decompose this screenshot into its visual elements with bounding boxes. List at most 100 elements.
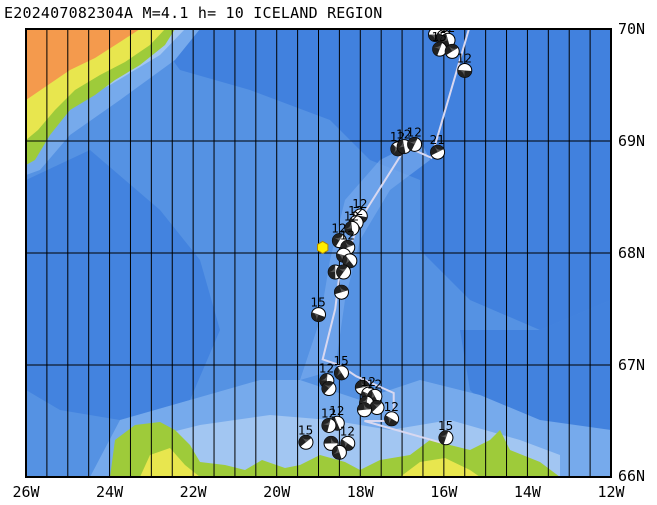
beachball-quadrant — [330, 436, 339, 444]
latitude-tick-label: 69N — [618, 132, 645, 150]
beachball-quadrant — [321, 418, 331, 433]
latitude-tick-label: 66N — [618, 467, 645, 485]
focal-mechanism: 15 — [311, 296, 326, 323]
mechanism-label: 12 — [348, 204, 363, 218]
beachball-quadrant — [335, 366, 342, 377]
longitude-tick-label: 16W — [430, 483, 458, 501]
mechanism-label: 12 — [331, 222, 346, 236]
beachball-quadrant — [328, 265, 336, 273]
axis-labels: 26W 24W 22W 20W 18W 16W 14W 12W 70N 69N 68N 67N 66N — [12, 20, 645, 501]
beachball-quadrant — [333, 234, 343, 241]
beachball-quadrant — [385, 415, 392, 425]
focal-mechanism: 12 — [384, 400, 400, 427]
mechanism-label: 15 — [333, 354, 348, 368]
latitude-tick-label: 68N — [618, 244, 645, 262]
beachball-quadrant — [336, 265, 348, 278]
beachball-quadrant — [342, 439, 348, 450]
beachball-quadrant — [438, 430, 449, 445]
focal-mechanism: 12 — [407, 125, 423, 152]
longitude-tick-label: 20W — [263, 483, 291, 501]
mechanism-label: 12 — [396, 128, 411, 142]
focal-mechanism: 12 — [344, 209, 360, 236]
focal-mechanism: 15 — [333, 354, 349, 381]
beachball-quadrant — [407, 137, 418, 151]
longitude-tick-label: 24W — [96, 483, 124, 501]
beachball-quadrant — [439, 431, 449, 438]
iceland-land-mid — [140, 448, 480, 477]
mechanism-label: 12 — [329, 404, 344, 418]
beachball-quadrant — [432, 42, 443, 56]
focal-mechanism — [321, 381, 337, 397]
focal-mechanism — [356, 402, 372, 418]
beachball-quadrant — [311, 312, 326, 322]
beachball-quadrant — [339, 285, 349, 293]
mechanism-label: 12 — [340, 228, 355, 242]
focal-mechanisms: 2119121512121212211212121212151512121212… — [298, 18, 473, 460]
beachball-quadrant — [359, 396, 368, 404]
focal-mechanism: 15 — [432, 30, 448, 57]
longitude-tick-label: 18W — [347, 483, 375, 501]
focal-mechanism — [336, 264, 352, 280]
beachball-quadrant — [384, 415, 398, 426]
beachball-quadrant — [344, 221, 352, 230]
focal-mechanism: 15 — [438, 419, 454, 446]
beachball-quadrant — [408, 138, 418, 145]
beachball-quadrant — [332, 233, 343, 247]
longitude-tick-label: 22W — [180, 483, 208, 501]
beachball-quadrant — [428, 34, 436, 42]
beachball-quadrant — [360, 380, 370, 388]
beachball-quadrant — [433, 42, 443, 50]
beachball-quadrant — [322, 418, 331, 426]
beachball-quadrant — [332, 445, 340, 455]
focal-mechanism — [369, 400, 385, 416]
beachball-quadrant — [457, 69, 472, 78]
latitude-tick-label: 67N — [618, 356, 645, 374]
beachball-quadrant — [372, 402, 383, 408]
focal-mechanism — [342, 253, 358, 269]
mechanism-label: 15 — [432, 30, 447, 44]
mechanism-label: 12 — [321, 406, 336, 420]
mechanism-label: 21 — [430, 133, 445, 147]
mechanism-label: 12 — [344, 209, 359, 223]
event-epicenter-marker — [317, 240, 329, 254]
beachball-quadrant — [448, 45, 459, 52]
mechanism-label: 15 — [298, 423, 313, 437]
beachball-quadrant — [441, 33, 449, 43]
beachball-quadrant — [457, 69, 465, 78]
map-frame — [25, 28, 612, 478]
beachball-quadrant — [362, 391, 369, 401]
latitude-tick-label: 70N — [618, 20, 645, 38]
longitude-tick-label: 26W — [12, 483, 40, 501]
focal-mechanism: 21 — [430, 133, 446, 160]
mechanism-label: 12 — [319, 362, 334, 376]
longitude-tick-label: 14W — [514, 483, 542, 501]
greenland-land-high — [26, 29, 140, 100]
mechanism-label: 12 — [457, 51, 472, 65]
beachball-quadrant — [392, 144, 398, 155]
focal-mechanism — [331, 444, 347, 460]
beachball-quadrant — [323, 383, 334, 389]
graticule — [26, 29, 611, 477]
mechanism-label: 12 — [407, 125, 422, 139]
beachball-quadrant — [344, 255, 350, 266]
focal-mechanism: 12 — [321, 406, 337, 433]
ocean-deep-northeast — [150, 29, 611, 330]
beachball-quadrant — [337, 266, 348, 273]
focal-mechanism: 12 — [457, 51, 473, 78]
focal-mechanism: 12 — [340, 424, 356, 451]
mechanism-label: 12 — [367, 377, 382, 391]
mechanism-label: 12 — [384, 400, 399, 414]
beachball-quadrant — [301, 436, 312, 443]
beachball-quadrant — [397, 139, 405, 148]
mechanism-label: 12 — [340, 424, 355, 438]
mechanism-label: 19 — [436, 18, 451, 32]
beachball-quadrant — [311, 312, 319, 322]
beachball-quadrant — [390, 144, 404, 156]
mechanism-label: 12 — [361, 375, 376, 389]
beachball-quadrant — [321, 381, 334, 394]
mechanism-label: 15 — [311, 296, 326, 310]
mechanism-label: 12 — [352, 197, 367, 211]
mechanism-label: 15 — [438, 419, 453, 433]
mechanism-label: 12 — [440, 21, 455, 35]
